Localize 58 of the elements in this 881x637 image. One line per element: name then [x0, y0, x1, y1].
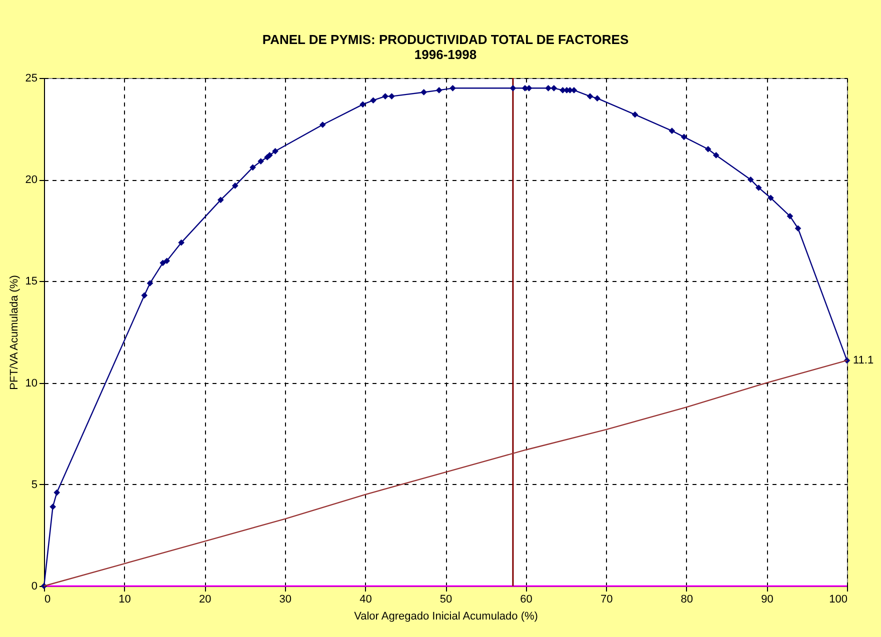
x-tick-label: 80 — [680, 594, 694, 606]
point — [388, 93, 395, 100]
point — [141, 292, 148, 299]
x-tick-label: 0 — [44, 594, 51, 606]
x-tick-label: 70 — [600, 594, 613, 606]
point — [164, 258, 170, 264]
point — [54, 489, 60, 496]
point — [768, 194, 774, 202]
chart-title: PANEL DE PYMIS: PRODUCTIVIDAD TOTAL DE FACTORES — [262, 32, 629, 47]
point — [250, 164, 256, 171]
point — [272, 148, 278, 154]
point — [420, 89, 427, 96]
y-axis-title: PFT/VA Acumulada (%) — [8, 275, 20, 390]
point — [319, 122, 326, 128]
y-tick-label: 5 — [31, 478, 38, 491]
point — [450, 85, 456, 92]
point — [436, 87, 442, 94]
point — [266, 152, 273, 158]
x-tick-label: 40 — [360, 594, 372, 606]
point — [594, 95, 600, 102]
point — [747, 176, 754, 183]
point — [50, 504, 56, 510]
point — [794, 225, 802, 232]
point — [668, 128, 676, 134]
point — [510, 85, 516, 92]
y-tick-label: 10 — [25, 377, 38, 390]
y-tick-label: 20 — [25, 174, 38, 186]
point — [550, 85, 558, 92]
point — [258, 158, 264, 164]
point — [370, 97, 376, 104]
point — [545, 85, 552, 92]
x-tick-label: 20 — [198, 594, 212, 606]
x-tick-label: 30 — [279, 594, 292, 606]
y-tick-label: 15 — [25, 276, 38, 288]
point — [160, 260, 166, 266]
point — [146, 280, 154, 286]
point — [360, 101, 366, 108]
x-tick-label: 60 — [520, 594, 532, 606]
x-tick-label: 10 — [118, 594, 131, 606]
point — [704, 146, 712, 152]
y-tick-label: 0 — [31, 580, 38, 592]
x-tick-label: 50 — [440, 594, 452, 606]
point — [756, 184, 762, 191]
chart-subtitle: 1996-1998 — [414, 47, 477, 62]
point — [786, 213, 794, 220]
x-tick-label: 100 — [829, 594, 848, 606]
x-tick-label: 90 — [761, 594, 774, 606]
y-tick-label: 25 — [25, 72, 38, 84]
point — [218, 196, 224, 204]
point — [632, 111, 638, 118]
point — [382, 93, 388, 100]
x-axis-title: Valor Agregado Inicial Acumulado (%) — [354, 610, 538, 622]
point — [712, 152, 720, 158]
annotation: 11.1 — [853, 354, 874, 366]
point — [586, 93, 594, 100]
point — [178, 239, 184, 246]
point — [232, 182, 238, 189]
point — [680, 134, 688, 140]
